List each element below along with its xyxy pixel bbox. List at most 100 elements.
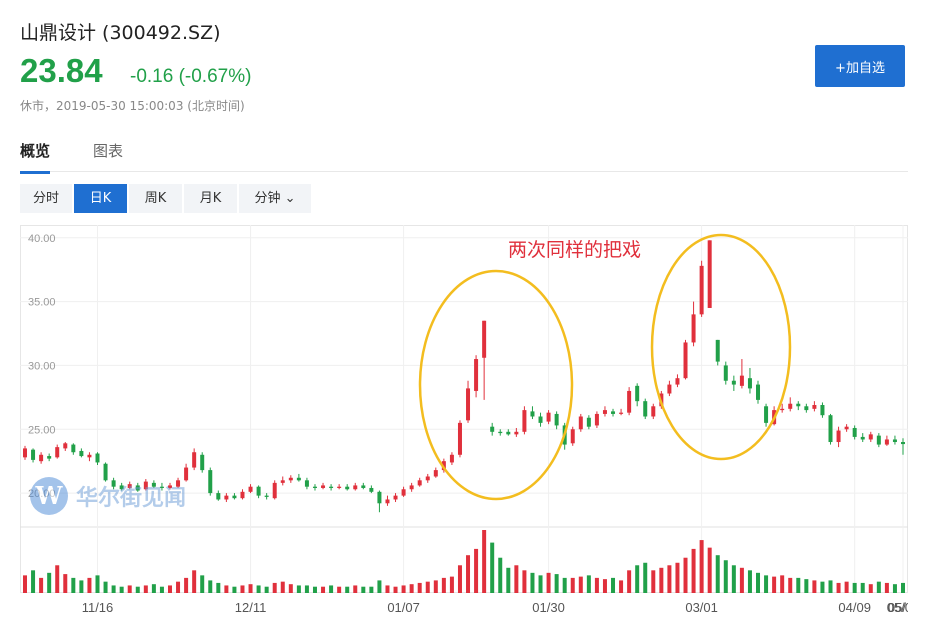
volume-bar (788, 577, 793, 593)
annotation-ellipse-first (418, 269, 574, 501)
volume-bar (216, 582, 221, 593)
volume-bar (474, 548, 479, 593)
volume-bar (296, 585, 301, 593)
candle-body (538, 416, 543, 423)
volume-bar (385, 585, 390, 593)
volume-bar (683, 557, 688, 593)
volume-bar (611, 577, 616, 593)
period-intraday[interactable]: 分时 (20, 184, 72, 213)
chart-annotations: 两次同样的把戏 (418, 233, 792, 501)
candle-body (119, 485, 124, 490)
candle-body (892, 439, 897, 443)
candle-body (812, 405, 817, 409)
y-tick-label: 30.00 (28, 360, 56, 372)
volume-bar (264, 586, 269, 593)
period-minute-dropdown[interactable]: 分钟 ⌄ (239, 184, 311, 213)
tab-charts[interactable]: 图表 (93, 142, 124, 160)
candle-body (31, 449, 36, 460)
period-monthly-k[interactable]: 月K (184, 184, 237, 213)
candle-body (659, 393, 664, 407)
candle-body (377, 491, 382, 504)
candle-body (329, 486, 334, 488)
candle-body (611, 411, 616, 414)
period-daily-k[interactable]: 日K (74, 184, 127, 213)
y-tick-label: 40.00 (28, 233, 56, 245)
add-watchlist-button[interactable]: +加自选 (815, 45, 905, 87)
period-selector: 分时 日K 周K 月K 分钟 ⌄ (20, 184, 313, 213)
volume-bar (409, 584, 414, 593)
candle-body (466, 388, 471, 421)
candle-body (176, 480, 181, 487)
candle-body (868, 434, 873, 440)
candle-body (901, 442, 905, 445)
candle-body (345, 486, 350, 490)
candle-body (739, 375, 744, 386)
volume-bar (433, 580, 438, 593)
volume-bar (280, 581, 285, 593)
stock-header: 山鼎设计 (300492.SZ) 23.84 -0.16 (-0.67%) 休市… (20, 0, 912, 130)
volume-bar (530, 572, 535, 593)
volume-bar (39, 577, 44, 593)
period-weekly-k[interactable]: 周K (129, 184, 182, 213)
volume-bar (361, 586, 366, 593)
candle-body (554, 413, 559, 426)
volume-bar (63, 574, 68, 593)
candle-body (449, 454, 454, 463)
candle-body (474, 359, 479, 391)
volume-bar (602, 579, 607, 593)
annotation-text: 两次同样的把戏 (508, 239, 641, 261)
volume-bar (401, 585, 406, 593)
stock-price: 23.84 (20, 52, 103, 89)
candle-body (675, 378, 680, 385)
candle-body (143, 481, 148, 490)
candle-body (522, 410, 527, 432)
candle-body (586, 417, 591, 427)
x-tick-label: 04/09 (838, 600, 871, 615)
candle-body (635, 385, 640, 402)
volume-bar (667, 565, 672, 593)
candle-body (820, 405, 825, 416)
candle-body (95, 453, 100, 463)
volume-bar (651, 570, 656, 593)
candle-body (788, 403, 793, 409)
candle-body (151, 482, 156, 487)
volume-bar (764, 575, 769, 593)
candle-body (490, 426, 495, 432)
volume-bar (95, 575, 100, 593)
candle-body (530, 411, 535, 417)
volume-bar (312, 586, 317, 593)
volume-bar (288, 584, 293, 593)
volume-series (23, 530, 905, 593)
candle-body (167, 485, 172, 488)
volume-bar (707, 547, 712, 593)
candle-body (369, 487, 374, 492)
candle-body (578, 416, 583, 430)
candle-body (506, 431, 511, 435)
volume-bar (159, 586, 164, 593)
volume-bar (619, 580, 624, 593)
candle-body (79, 450, 84, 457)
candle-body (707, 240, 712, 308)
volume-bar (578, 576, 583, 593)
watermark: W 华尔街见闻 (30, 477, 186, 515)
volume-bar (321, 586, 326, 593)
volume-bar (377, 580, 382, 593)
chart-grid (20, 225, 908, 593)
candlestick-chart[interactable]: 20.0025.0030.0035.0040.0011/1612/1101/07… (20, 225, 908, 623)
volume-bar (699, 540, 704, 593)
candle-body (796, 403, 801, 407)
tab-overview[interactable]: 概览 (20, 140, 51, 174)
candle-body (441, 461, 446, 471)
volume-bar (498, 557, 503, 593)
volume-bar (820, 581, 825, 593)
candle-body (256, 486, 261, 496)
volume-bar (860, 582, 865, 593)
volume-bar (457, 565, 462, 593)
volume-bar (304, 585, 309, 593)
candle-body (353, 485, 358, 490)
volume-bar (876, 581, 881, 593)
stock-title: 山鼎设计 (300492.SZ) (20, 22, 221, 44)
volume-bar (804, 579, 809, 593)
candle-body (514, 431, 519, 435)
candle-body (184, 467, 189, 481)
